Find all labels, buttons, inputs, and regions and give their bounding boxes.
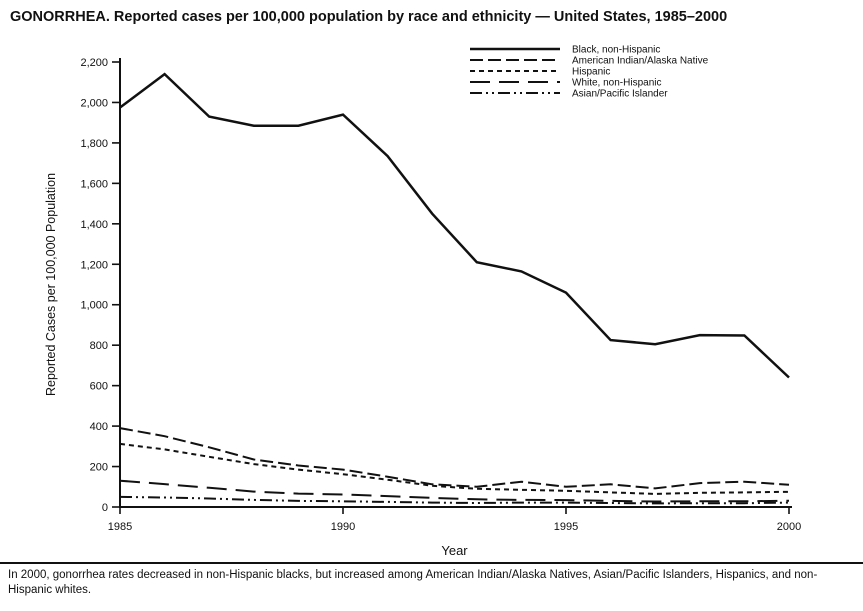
y-tick-label: 1,400	[80, 219, 108, 231]
chart-title: GONORRHEA. Reported cases per 100,000 po…	[10, 9, 728, 25]
y-tick-label: 2,200	[80, 57, 108, 69]
x-tick-label: 1985	[108, 521, 132, 533]
y-tick-label: 2,000	[80, 97, 108, 109]
series-line-4	[119, 479, 790, 503]
x-axis-label: Year	[441, 543, 468, 558]
x-tick-label: 2000	[777, 521, 801, 533]
legend-label: Hispanic	[572, 67, 610, 78]
series-line-2	[119, 427, 790, 490]
y-tick-label: 1,600	[80, 178, 108, 190]
y-tick-label: 400	[90, 421, 108, 433]
y-tick-label: 1,000	[80, 300, 108, 312]
y-tick-label: 1,200	[80, 259, 108, 271]
y-tick-label: 800	[90, 340, 108, 352]
y-tick-label: 600	[90, 381, 108, 393]
legend-label: White, non-Hispanic	[572, 78, 661, 89]
series-line-3	[119, 442, 790, 495]
legend-label: Asian/Pacific Islander	[572, 89, 668, 100]
legend-label: American Indian/Alaska Native	[572, 56, 709, 67]
y-axis-label: Reported Cases per 100,000 Population	[44, 173, 58, 396]
y-tick-label: 200	[90, 462, 108, 474]
y-tick-label: 0	[102, 502, 108, 514]
gonorrhea-line-chart: 0 200 400 600 800 1,000 1,200 1,400 1,600 1,800 2,…	[44, 45, 801, 559]
x-tick-label: 1990	[331, 521, 355, 533]
series-line-1	[119, 72, 790, 379]
footnote: In 2000, gonorrhea rates decreased in no…	[0, 562, 863, 598]
legend-label: Black, non-Hispanic	[572, 45, 660, 56]
x-tick-label: 1995	[554, 521, 578, 533]
y-tick-label: 1,800	[80, 138, 108, 150]
